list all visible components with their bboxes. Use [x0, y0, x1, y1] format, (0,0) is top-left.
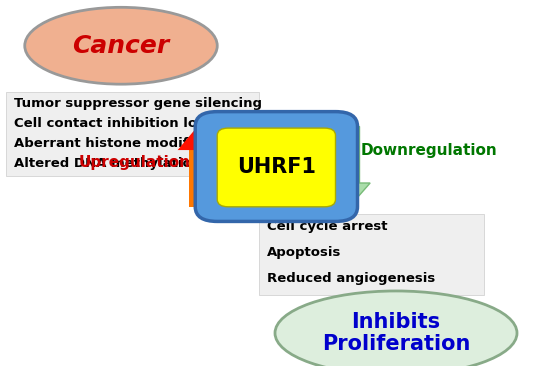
- Polygon shape: [339, 126, 359, 183]
- Text: Cell cycle arrest: Cell cycle arrest: [267, 220, 387, 233]
- Text: Cancer: Cancer: [73, 34, 169, 58]
- Text: Inhibits
Proliferation: Inhibits Proliferation: [322, 312, 470, 354]
- FancyBboxPatch shape: [258, 214, 484, 295]
- Polygon shape: [178, 123, 224, 150]
- Text: Tumor suppressor gene silencing: Tumor suppressor gene silencing: [14, 97, 262, 110]
- Text: Downregulation: Downregulation: [360, 143, 497, 157]
- Text: Apoptosis: Apoptosis: [267, 246, 341, 259]
- FancyBboxPatch shape: [217, 128, 336, 207]
- Ellipse shape: [275, 291, 517, 366]
- FancyBboxPatch shape: [195, 112, 358, 221]
- Polygon shape: [328, 183, 370, 207]
- Text: Cell contact inhibition loss: Cell contact inhibition loss: [14, 117, 213, 130]
- Text: Altered DNA methylation: Altered DNA methylation: [14, 157, 201, 171]
- Text: Aberrant histone modification(s): Aberrant histone modification(s): [14, 137, 260, 150]
- FancyBboxPatch shape: [6, 92, 258, 176]
- Text: UHRF1: UHRF1: [237, 157, 316, 178]
- Text: Reduced angiogenesis: Reduced angiogenesis: [267, 272, 435, 285]
- Ellipse shape: [25, 7, 217, 84]
- Polygon shape: [189, 150, 213, 207]
- Text: Upregulation: Upregulation: [79, 156, 191, 170]
